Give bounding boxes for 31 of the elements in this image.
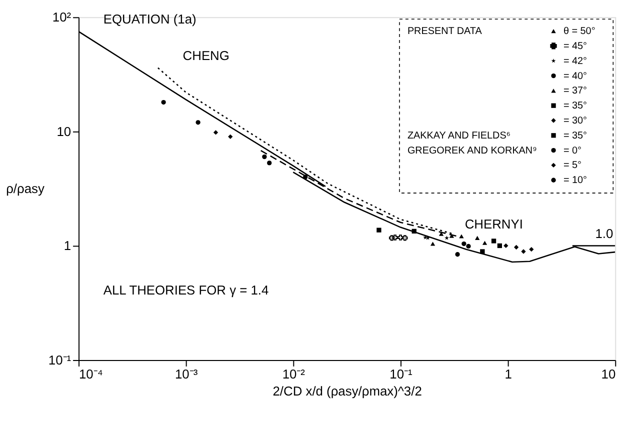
y-tick-label: 10 (56, 124, 72, 139)
legend-label: EQUATION (1a) (103, 11, 196, 26)
y-tick-label: 10⁻¹ (48, 352, 72, 368)
y-tick-label: 10² (52, 10, 72, 25)
x-axis-title: 2/CD x/d (ρasy/ρmax)^3/2 (272, 383, 422, 398)
x-tick-label: 10⁻⁴ (79, 366, 103, 382)
legend-label: = 5° (563, 160, 582, 172)
y-tick-label: 1 (64, 238, 72, 254)
legend-label: = 40° (563, 70, 588, 82)
x-tick-label: 1 (504, 366, 512, 382)
annotation: ALL THEORIES FOR γ = 1.4 (103, 282, 269, 298)
legend-label: = 35° (563, 130, 588, 142)
annotation: PRESENT DATA (407, 26, 482, 38)
legend-label: = 45° (563, 40, 588, 52)
series-label: CHERNYI (464, 216, 523, 232)
legend-label: = 10° (563, 175, 588, 186)
annotation: ZAKKAY AND FIELDS⁶ (407, 130, 510, 142)
legend-label: = 30° (563, 115, 588, 126)
legend-label: = 0° (563, 145, 582, 156)
x-tick-label: 10⁻² (282, 366, 306, 382)
legend-label: = 35° (563, 100, 588, 112)
x-tick-label: 10⁻¹ (390, 366, 414, 382)
legend-label: = 37° (563, 86, 588, 97)
annotation: GREGOREK AND KORKAN⁹ (407, 145, 537, 156)
x-tick-label: 10 (601, 366, 616, 382)
series-label: CHENG (182, 48, 230, 63)
series-label: 1.0 (595, 226, 614, 241)
x-tick-label: 10⁻³ (175, 366, 198, 382)
legend-label: θ = 50° (563, 26, 596, 38)
legend-label: = 42° (563, 56, 588, 67)
y-axis-title: ρ/ρasy (6, 181, 45, 196)
